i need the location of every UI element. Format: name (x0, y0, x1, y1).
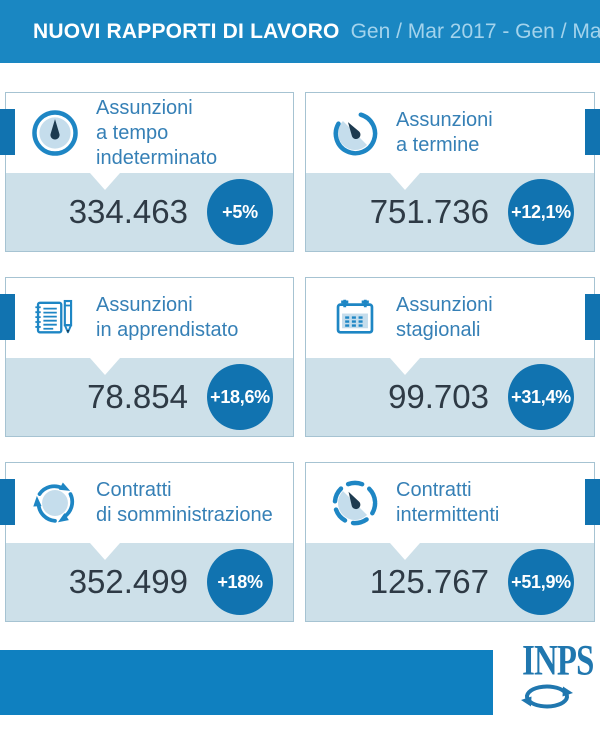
card-title: Contratti di somministrazione (96, 478, 273, 528)
notch (90, 173, 120, 190)
card-value-panel: 99.703 +31,4% (306, 358, 594, 436)
pct-badge: +31,4% (508, 364, 574, 430)
timer-gauge-icon (330, 108, 380, 158)
card-header: Assunzioni stagionali (306, 278, 594, 358)
card-header: Contratti intermittenti (306, 463, 594, 543)
notch (390, 173, 420, 190)
card-title-line2: stagionali (396, 319, 481, 341)
card-value-panel: 334.463 +5% (6, 173, 293, 251)
page-title: NUOVI RAPPORTI DI LAVORO (33, 19, 340, 43)
card-title-line1: Assunzioni (96, 294, 193, 316)
inps-logo: INPS (512, 640, 594, 710)
card-value-panel: 751.736 +12,1% (306, 173, 594, 251)
pct-badge: +51,9% (508, 549, 574, 615)
notch (390, 358, 420, 375)
card-value: 125.767 (369, 563, 489, 600)
notch (90, 358, 120, 375)
card-title-line1: Contratti (96, 479, 172, 501)
accent-tab (585, 479, 600, 525)
notebook-pencil-icon (30, 293, 80, 343)
card-title-line2: intermittenti (396, 504, 500, 526)
card-title: Assunzioni in apprendistato (96, 293, 238, 343)
card-header: Assunzioni a tempo indeterminato (6, 93, 293, 173)
accent-tab (0, 294, 15, 340)
accent-tab (0, 479, 15, 525)
card-title-line1: Assunzioni (96, 96, 193, 119)
accent-tab (585, 294, 600, 340)
card-a-termine: Assunzioni a termine 751.736 +12,1% (305, 92, 600, 252)
notch (90, 543, 120, 560)
card-title: Assunzioni stagionali (396, 293, 493, 343)
card-value-panel: 78.854 +18,6% (6, 358, 293, 436)
card-title-line1: Contratti (396, 479, 472, 501)
card-value: 334.463 (68, 193, 188, 230)
card-value: 78.854 (87, 378, 188, 415)
card-title-line2: di somministrazione (96, 504, 273, 526)
card-stagionali: Assunzioni stagionali 99.703 +31,4% (305, 277, 600, 437)
card-title-line2: in apprendistato (96, 319, 239, 341)
card-value: 99.703 (388, 378, 489, 415)
period-subtitle: Gen / Mar 2017 - Gen / Mar 2018 (350, 19, 600, 43)
cycle-arrows-icon (30, 478, 80, 528)
accent-tab (0, 109, 15, 155)
card-somministrazione: Contratti di somministrazione 352.499 +1… (0, 462, 294, 622)
card-value: 751.736 (369, 193, 489, 230)
card-intermittenti: Contratti intermittenti 125.767 +51,9% (305, 462, 600, 622)
inps-logo-text: INPS (522, 637, 594, 685)
pct-badge: +12,1% (508, 179, 574, 245)
accent-tab (585, 109, 600, 155)
card-title-line1: Assunzioni (396, 294, 493, 316)
header-bar: NUOVI RAPPORTI DI LAVORO Gen / Mar 2017 … (0, 0, 600, 63)
intermittent-gauge-icon (330, 478, 380, 528)
card-title: Assunzioni a termine (396, 108, 493, 158)
card-value: 352.499 (68, 563, 188, 600)
card-title: Contratti intermittenti (396, 478, 499, 528)
pct-badge: +18% (207, 549, 273, 615)
card-header: Assunzioni a termine (306, 93, 594, 173)
card-title-line2: a tempo indeterminato (96, 121, 218, 169)
cards-grid: Assunzioni a tempo indeterminato 334.463… (0, 92, 600, 622)
card-value-panel: 352.499 +18% (6, 543, 293, 621)
footer-bar (0, 650, 493, 715)
card-header: Contratti di somministrazione (6, 463, 293, 543)
notch (390, 543, 420, 560)
card-apprendistato: Assunzioni in apprendistato 78.854 +18,6… (0, 277, 294, 437)
pct-badge: +18,6% (207, 364, 273, 430)
calendar-icon (330, 293, 380, 343)
card-tempo-indeterminato: Assunzioni a tempo indeterminato 334.463… (0, 92, 294, 252)
card-header: Assunzioni in apprendistato (6, 278, 293, 358)
card-title-line1: Assunzioni (396, 109, 493, 131)
card-title: Assunzioni a tempo indeterminato (96, 96, 293, 171)
gauge-dial-icon (30, 108, 80, 158)
card-value-panel: 125.767 +51,9% (306, 543, 594, 621)
card-title-line2: a termine (396, 134, 480, 156)
inps-orbit-icon (512, 683, 582, 710)
pct-badge: +5% (207, 179, 273, 245)
